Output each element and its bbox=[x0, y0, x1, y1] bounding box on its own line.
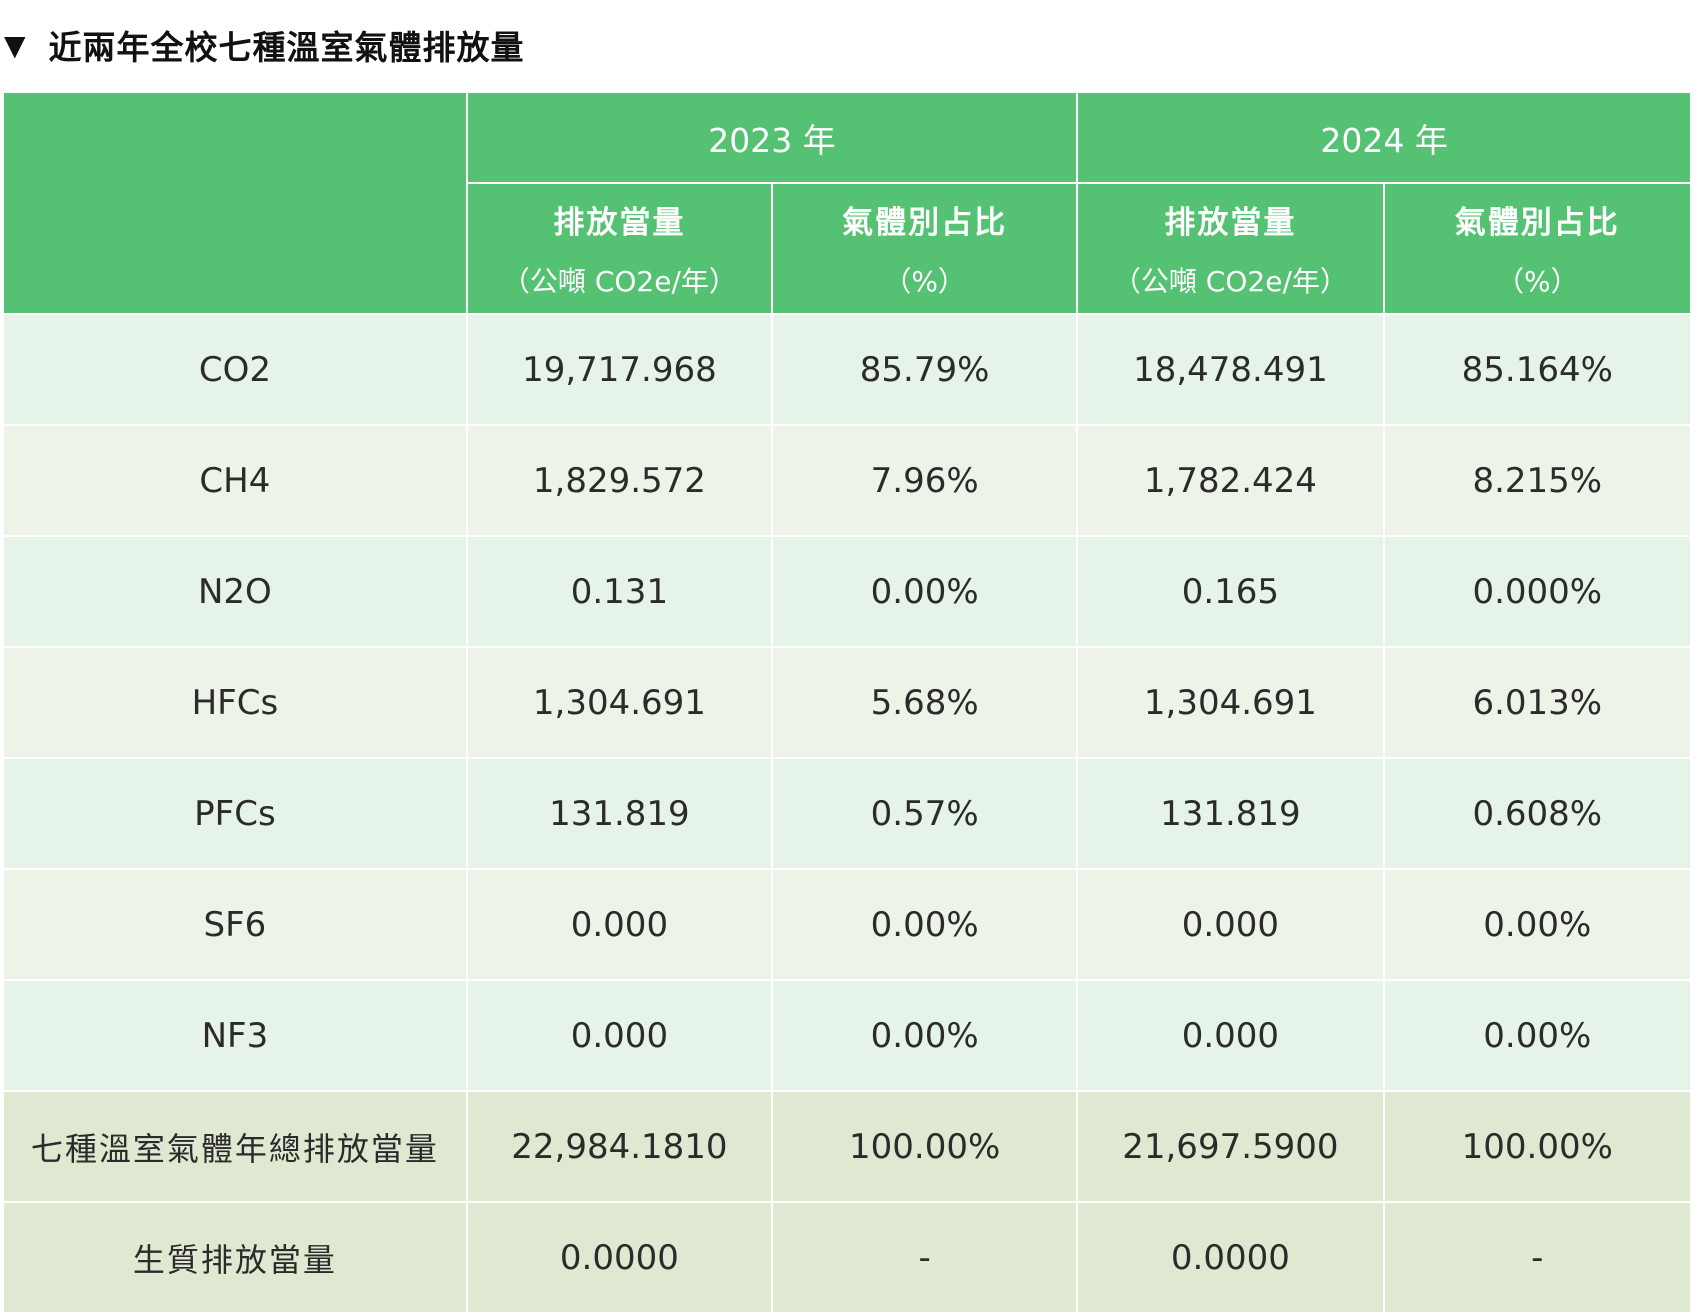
header-emission-label: 排放當量 bbox=[553, 205, 686, 241]
gas-name-cell: PFCs bbox=[2, 757, 468, 870]
header-year-2024: 2024 年 bbox=[1076, 91, 1692, 184]
emission-2023-cell: 1,304.691 bbox=[465, 646, 774, 759]
gas-name-cell: 生質排放當量 bbox=[2, 1201, 468, 1314]
share-2023-cell: 0.00% bbox=[771, 979, 1079, 1092]
emission-2023-cell: 0.000 bbox=[465, 979, 774, 1092]
header-share-2023: 氣體別占比 （%） bbox=[771, 182, 1079, 315]
emission-2023-cell: 0.131 bbox=[465, 535, 774, 648]
gas-name-cell: NF3 bbox=[2, 979, 468, 1092]
share-2024-cell: 0.000% bbox=[1382, 535, 1693, 648]
share-2023-cell: - bbox=[771, 1201, 1079, 1314]
header-share-2024: 氣體別占比 （%） bbox=[1382, 182, 1693, 315]
emission-2023-cell: 0.0000 bbox=[465, 1201, 774, 1314]
share-2024-cell: 100.00% bbox=[1382, 1090, 1693, 1203]
header-emission-2024: 排放當量 （公噸 CO2e/年） bbox=[1076, 182, 1385, 315]
header-share-label: 氣體別占比 bbox=[842, 205, 1008, 241]
share-2023-cell: 0.00% bbox=[771, 868, 1079, 981]
emission-2024-cell: 131.819 bbox=[1076, 757, 1385, 870]
table-row-ch4: CH4 1,829.572 7.96% 1,782.424 8.215% bbox=[2, 424, 1693, 537]
gas-name-cell: HFCs bbox=[2, 646, 468, 759]
share-2024-cell: 85.164% bbox=[1382, 313, 1693, 426]
gas-name-cell: N2O bbox=[2, 535, 468, 648]
share-2023-cell: 7.96% bbox=[771, 424, 1079, 537]
header-emission-unit: （公噸 CO2e/年） bbox=[501, 265, 737, 298]
header-share-label: 氣體別占比 bbox=[1454, 205, 1620, 241]
header-share-unit: （%） bbox=[883, 265, 966, 298]
emission-2024-cell: 1,304.691 bbox=[1076, 646, 1385, 759]
share-2023-cell: 5.68% bbox=[771, 646, 1079, 759]
table-row-sf6: SF6 0.000 0.00% 0.000 0.00% bbox=[2, 868, 1693, 981]
table-row-biogenic: 生質排放當量 0.0000 - 0.0000 - bbox=[2, 1201, 1693, 1314]
emission-2024-cell: 0.0000 bbox=[1076, 1201, 1385, 1314]
table-row-pfcs: PFCs 131.819 0.57% 131.819 0.608% bbox=[2, 757, 1693, 870]
gas-name-cell: 七種溫室氣體年總排放當量 bbox=[2, 1090, 468, 1203]
header-share-unit: （%） bbox=[1495, 265, 1579, 298]
emission-2023-cell: 1,829.572 bbox=[465, 424, 774, 537]
emission-2023-cell: 0.000 bbox=[465, 868, 774, 981]
share-2024-cell: 0.00% bbox=[1382, 979, 1693, 1092]
share-2024-cell: 0.00% bbox=[1382, 868, 1693, 981]
share-2023-cell: 0.00% bbox=[771, 535, 1079, 648]
gas-name-cell: SF6 bbox=[2, 868, 468, 981]
emissions-table: 2023 年 2024 年 排放當量 （公噸 CO2e/年） 氣體別占比 （%）… bbox=[2, 91, 1693, 1314]
section-title: ▼ 近兩年全校七種溫室氣體排放量 bbox=[4, 22, 525, 68]
table-row-n2o: N2O 0.131 0.00% 0.165 0.000% bbox=[2, 535, 1693, 648]
gas-name-cell: CO2 bbox=[2, 313, 468, 426]
share-2023-cell: 0.57% bbox=[771, 757, 1079, 870]
table-row-nf3: NF3 0.000 0.00% 0.000 0.00% bbox=[2, 979, 1693, 1092]
share-2024-cell: 8.215% bbox=[1382, 424, 1693, 537]
triangle-down-icon: ▼ bbox=[4, 28, 27, 62]
share-2024-cell: 0.608% bbox=[1382, 757, 1693, 870]
gas-name-cell: CH4 bbox=[2, 424, 468, 537]
emission-2023-cell: 22,984.1810 bbox=[465, 1090, 774, 1203]
header-emission-unit: （公噸 CO2e/年） bbox=[1112, 265, 1348, 298]
header-blank-cell bbox=[2, 91, 468, 315]
emission-2024-cell: 0.165 bbox=[1076, 535, 1385, 648]
emission-2024-cell: 0.000 bbox=[1076, 979, 1385, 1092]
emission-2023-cell: 19,717.968 bbox=[465, 313, 774, 426]
share-2023-cell: 85.79% bbox=[771, 313, 1079, 426]
emission-2023-cell: 131.819 bbox=[465, 757, 774, 870]
header-emission-2023: 排放當量 （公噸 CO2e/年） bbox=[465, 182, 774, 315]
share-2023-cell: 100.00% bbox=[771, 1090, 1079, 1203]
table-row-total: 七種溫室氣體年總排放當量 22,984.1810 100.00% 21,697.… bbox=[2, 1090, 1693, 1203]
table-row-co2: CO2 19,717.968 85.79% 18,478.491 85.164% bbox=[2, 313, 1693, 426]
emission-2024-cell: 0.000 bbox=[1076, 868, 1385, 981]
table-row-hfcs: HFCs 1,304.691 5.68% 1,304.691 6.013% bbox=[2, 646, 1693, 759]
emission-2024-cell: 21,697.5900 bbox=[1076, 1090, 1385, 1203]
share-2024-cell: 6.013% bbox=[1382, 646, 1693, 759]
emission-2024-cell: 18,478.491 bbox=[1076, 313, 1385, 426]
header-year-2023: 2023 年 bbox=[465, 91, 1079, 184]
section-title-text: 近兩年全校七種溫室氣體排放量 bbox=[48, 28, 525, 67]
header-emission-label: 排放當量 bbox=[1164, 205, 1297, 241]
share-2024-cell: - bbox=[1382, 1201, 1693, 1314]
emission-2024-cell: 1,782.424 bbox=[1076, 424, 1385, 537]
